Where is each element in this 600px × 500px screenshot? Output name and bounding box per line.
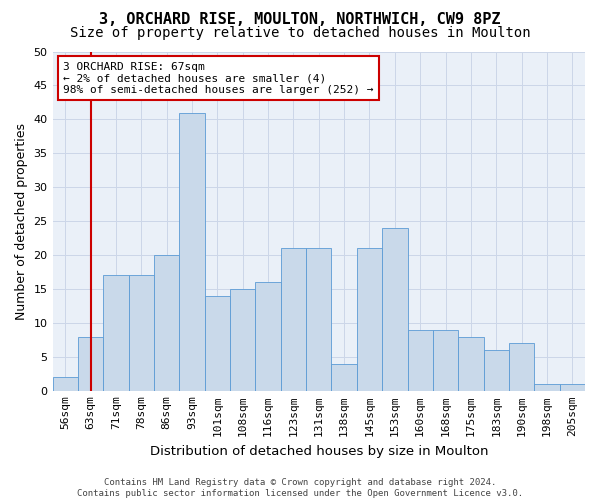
Text: Contains HM Land Registry data © Crown copyright and database right 2024.
Contai: Contains HM Land Registry data © Crown c… xyxy=(77,478,523,498)
Bar xyxy=(103,276,128,391)
Bar xyxy=(509,344,534,391)
Bar xyxy=(128,276,154,391)
Y-axis label: Number of detached properties: Number of detached properties xyxy=(15,122,28,320)
Bar xyxy=(407,330,433,391)
Bar xyxy=(154,255,179,391)
Bar xyxy=(53,377,78,391)
Bar xyxy=(230,289,256,391)
Bar xyxy=(78,336,103,391)
Bar xyxy=(179,112,205,391)
Bar xyxy=(534,384,560,391)
X-axis label: Distribution of detached houses by size in Moulton: Distribution of detached houses by size … xyxy=(149,444,488,458)
Bar xyxy=(382,228,407,391)
Text: Size of property relative to detached houses in Moulton: Size of property relative to detached ho… xyxy=(70,26,530,40)
Bar xyxy=(433,330,458,391)
Bar xyxy=(331,364,357,391)
Bar xyxy=(458,336,484,391)
Bar xyxy=(281,248,306,391)
Bar xyxy=(357,248,382,391)
Bar xyxy=(484,350,509,391)
Text: 3, ORCHARD RISE, MOULTON, NORTHWICH, CW9 8PZ: 3, ORCHARD RISE, MOULTON, NORTHWICH, CW9… xyxy=(99,12,501,28)
Bar xyxy=(256,282,281,391)
Text: 3 ORCHARD RISE: 67sqm
← 2% of detached houses are smaller (4)
98% of semi-detach: 3 ORCHARD RISE: 67sqm ← 2% of detached h… xyxy=(63,62,374,95)
Bar xyxy=(306,248,331,391)
Bar xyxy=(205,296,230,391)
Bar xyxy=(560,384,585,391)
